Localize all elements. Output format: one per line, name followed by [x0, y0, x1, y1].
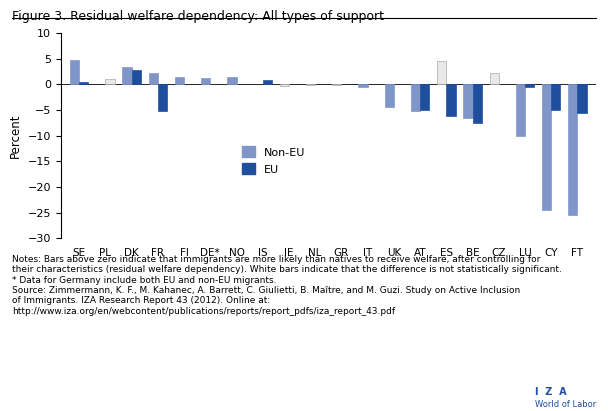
Bar [280, 84, 289, 86]
Bar [306, 84, 315, 85]
Bar [446, 84, 455, 116]
Bar [568, 84, 578, 215]
Bar [105, 79, 114, 84]
Bar [472, 84, 482, 123]
Bar [175, 76, 184, 84]
Bar [542, 84, 551, 210]
Bar [158, 84, 167, 111]
Bar [516, 84, 525, 136]
Bar [489, 74, 499, 84]
Bar [437, 61, 446, 84]
Text: I  Z  A: I Z A [535, 387, 567, 397]
Bar [149, 73, 158, 84]
Bar [463, 84, 472, 118]
Bar [411, 84, 420, 111]
Bar [385, 84, 394, 107]
Bar [263, 80, 272, 84]
Bar [201, 78, 210, 84]
Text: Notes: Bars above zero indicate that immigrants are more likely than natives to : Notes: Bars above zero indicate that imm… [12, 255, 562, 316]
Bar [122, 67, 131, 84]
Bar [227, 77, 237, 84]
Text: Figure 3. Residual welfare dependency: All types of support: Figure 3. Residual welfare dependency: A… [12, 10, 384, 23]
Y-axis label: Percent: Percent [9, 113, 22, 158]
Bar [131, 70, 141, 84]
Bar [332, 84, 342, 85]
Bar [420, 84, 429, 110]
Bar [578, 84, 587, 113]
Bar [79, 82, 88, 84]
Bar [551, 84, 561, 110]
Bar [70, 60, 79, 84]
Bar [359, 84, 368, 87]
Bar [525, 84, 534, 87]
Text: World of Labor: World of Labor [535, 400, 596, 409]
Legend: Non-EU, EU: Non-EU, EU [238, 142, 310, 179]
